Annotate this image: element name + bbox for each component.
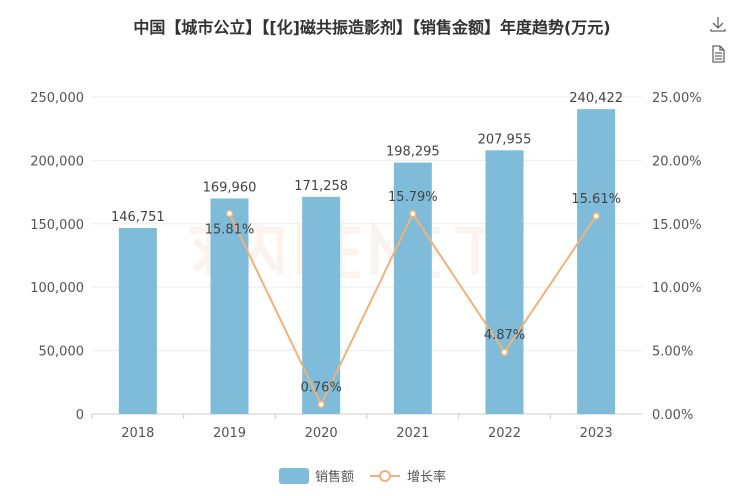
- legend-line-marker[interactable]: [379, 470, 391, 482]
- growth-point[interactable]: [500, 348, 509, 356]
- bar[interactable]: [577, 109, 616, 415]
- x-tick-label: 2022: [488, 426, 521, 441]
- bar[interactable]: [485, 150, 524, 415]
- download-icon[interactable]: [708, 14, 728, 34]
- x-tick-label: 2019: [213, 426, 246, 441]
- x-tick-label: 2018: [121, 426, 154, 441]
- growth-label: 15.61%: [571, 192, 621, 207]
- document-icon[interactable]: [708, 44, 728, 64]
- y-right-tick-label: 5.00%: [652, 345, 693, 360]
- bar[interactable]: [210, 198, 249, 414]
- bar-label: 198,295: [386, 145, 440, 160]
- x-tick-label: 2021: [396, 426, 429, 441]
- x-tick-label: 2020: [305, 426, 338, 441]
- growth-point[interactable]: [225, 209, 234, 218]
- legend-line-label[interactable]: 增长率: [407, 469, 446, 485]
- y-right-tick-label: 20.00%: [652, 154, 702, 169]
- growth-point[interactable]: [592, 212, 600, 220]
- y-left-tick-label: 50,000: [39, 345, 85, 360]
- y-left-tick-label: 0: [76, 408, 84, 423]
- bar-label: 146,751: [111, 210, 165, 225]
- growth-label: 15.81%: [205, 223, 255, 238]
- y-right-tick-label: 15.00%: [652, 218, 702, 233]
- y-left-tick-label: 100,000: [30, 281, 84, 296]
- growth-label: 0.76%: [301, 380, 342, 395]
- growth-label: 4.87%: [484, 328, 525, 343]
- bar-label: 240,422: [569, 91, 623, 106]
- legend: 销售额 增长率: [279, 468, 446, 485]
- growth-point[interactable]: [317, 400, 325, 409]
- y-left-tick-label: 250,000: [30, 91, 84, 106]
- bar[interactable]: [393, 162, 432, 414]
- chart-title: 中国【城市公立】【[化]磁共振造影剂】【销售金额】年度趋势(万元): [133, 18, 611, 37]
- bar-label: 171,258: [294, 179, 348, 194]
- y-right-tick-label: 10.00%: [652, 281, 702, 296]
- legend-bar-label[interactable]: 销售额: [315, 469, 354, 485]
- y-right-tick-label: 0.00%: [652, 408, 693, 423]
- y-right-tick-label: 25.00%: [652, 91, 702, 106]
- growth-point[interactable]: [409, 210, 417, 218]
- y-left-tick-label: 200,000: [30, 154, 84, 169]
- legend-bar-swatch[interactable]: [279, 468, 309, 484]
- bar-label: 207,955: [478, 132, 532, 147]
- y-left-tick-label: 150,000: [30, 218, 84, 233]
- bar-label: 169,960: [203, 180, 257, 195]
- x-tick-label: 2023: [580, 426, 613, 441]
- growth-label: 15.79%: [388, 190, 438, 205]
- bar[interactable]: [118, 227, 157, 414]
